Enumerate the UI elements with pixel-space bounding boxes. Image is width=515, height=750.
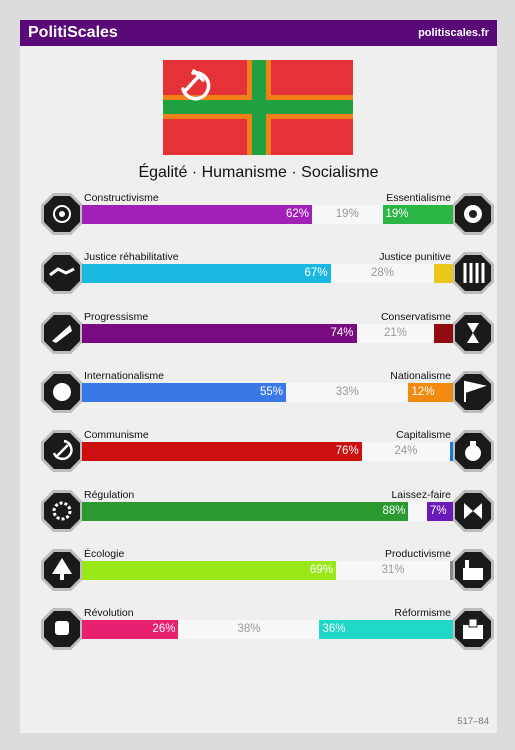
bar-left-segment: 62% bbox=[82, 205, 313, 224]
bar-middle-segment: 33% bbox=[335, 385, 359, 398]
axis-left-label: Justice réhabilitative bbox=[84, 251, 179, 264]
axis-bar: 67% 28% bbox=[82, 264, 453, 284]
axis-right-label: Laissez-faire bbox=[391, 488, 451, 501]
handshake-icon bbox=[41, 252, 83, 295]
axis-left-label: Constructivisme bbox=[84, 192, 159, 204]
bar-right-segment bbox=[434, 323, 453, 343]
flag-cross-green-horizontal bbox=[163, 100, 353, 114]
axis-right-label: Justice punitive bbox=[379, 251, 451, 264]
axis-left-label: Écologie bbox=[84, 547, 125, 560]
subtitle: Égalité · Humanisme · Socialisme bbox=[138, 164, 379, 181]
bar-right-segment bbox=[450, 560, 453, 580]
bar-left-segment: 55% bbox=[82, 382, 287, 402]
axis-bar: 76% 24% bbox=[82, 442, 453, 462]
gear-hand-icon bbox=[41, 489, 83, 532]
globe-wreath-icon bbox=[41, 370, 83, 413]
axis-left-label: Communisme bbox=[84, 429, 149, 442]
eye-shield-icon bbox=[41, 193, 83, 235]
bar-right-segment: 19% bbox=[382, 205, 453, 224]
axis-bar: 62% 19% 19% bbox=[82, 205, 453, 224]
axis-left-label: Révolution bbox=[84, 607, 134, 620]
header-bar: PolitiScales politiscales.fr bbox=[20, 20, 497, 46]
axis-bar: 69% 31% bbox=[82, 560, 453, 580]
bar-middle-segment: 38% bbox=[237, 623, 261, 636]
bar-middle-segment: 19% bbox=[335, 208, 359, 220]
axis-progress: Progressisme Conservatisme 74% 21% bbox=[40, 311, 495, 361]
tree-icon bbox=[41, 548, 83, 591]
ballot-box-icon bbox=[452, 608, 494, 651]
bar-left-segment: 88% bbox=[82, 501, 409, 521]
bar-left-segment: 26% bbox=[82, 620, 179, 640]
hourglass-icon bbox=[452, 311, 494, 354]
axis-ecology: Écologie Productivisme 69% 31% bbox=[40, 548, 495, 598]
axis-bar: 88% 7% bbox=[82, 501, 453, 521]
bar-left-segment: 76% bbox=[82, 442, 362, 462]
bar-right-segment bbox=[450, 442, 453, 462]
rocket-icon bbox=[41, 311, 83, 354]
axis-right-label: Productivisme bbox=[385, 547, 451, 560]
money-bag-icon bbox=[452, 430, 494, 473]
axis-communism: Communisme Capitalisme 76% 24% bbox=[40, 429, 495, 479]
prison-bars-icon bbox=[452, 252, 494, 295]
bar-left-segment: 74% bbox=[82, 323, 357, 343]
bar-middle-segment: 31% bbox=[381, 563, 405, 576]
axis-right-label: Nationalisme bbox=[390, 369, 451, 382]
axis-left-label: Progressisme bbox=[84, 310, 149, 323]
axis-right-label: Capitalisme bbox=[396, 429, 451, 442]
axis-revolution: Révolution Réformisme 26% 38% 36% bbox=[40, 607, 495, 657]
axis-bar: 74% 21% bbox=[82, 323, 453, 343]
dna-flower-icon bbox=[452, 193, 494, 235]
axis-regulation: Régulation Laissez-faire 88% 7% bbox=[40, 489, 495, 539]
butterfly-icon bbox=[452, 489, 494, 532]
bar-right-segment bbox=[434, 264, 453, 284]
axis-internationalism: Internationalisme Nationalisme 55% 33% 12% bbox=[40, 370, 495, 420]
hammer-sickle-icon bbox=[41, 430, 83, 473]
footer-id: 517–84 bbox=[457, 716, 489, 727]
axis-left-label: Régulation bbox=[84, 488, 135, 501]
bar-middle-segment bbox=[408, 502, 427, 521]
bar-left-segment: 69% bbox=[82, 560, 336, 580]
bar-left-segment: 67% bbox=[82, 264, 331, 284]
bar-right-segment: 36% bbox=[319, 620, 453, 640]
factory-icon bbox=[452, 548, 494, 591]
flag-image bbox=[163, 60, 353, 155]
hammer-sickle-icon bbox=[181, 69, 211, 101]
axis-justice: Justice réhabilitative Justice punitive 67… bbox=[40, 251, 495, 301]
fist-icon bbox=[41, 608, 83, 651]
bar-right-segment: 12% bbox=[408, 382, 453, 402]
axis-left-label: Internationalisme bbox=[84, 369, 164, 382]
axis-bar: 26% 38% 36% bbox=[82, 620, 453, 640]
bar-middle-segment: 24% bbox=[394, 445, 418, 458]
bar-middle-segment: 28% bbox=[370, 267, 395, 280]
results-card: PolitiScales politiscales.fr Égalité · H… bbox=[20, 20, 497, 733]
axis-constructivism: Constructivisme Essentialisme 62% 19% 19% bbox=[40, 192, 495, 242]
bar-middle-segment: 21% bbox=[383, 326, 407, 339]
flag-icon bbox=[452, 370, 494, 413]
brand-title[interactable]: PolitiScales bbox=[28, 24, 118, 41]
axis-right-label: Réformisme bbox=[394, 607, 451, 620]
bar-right-segment: 7% bbox=[427, 501, 453, 521]
axis-bar: 55% 33% 12% bbox=[82, 382, 453, 402]
axis-right-label: Essentialisme bbox=[386, 192, 451, 204]
site-link[interactable]: politiscales.fr bbox=[418, 27, 489, 39]
axis-right-label: Conservatisme bbox=[380, 310, 451, 323]
